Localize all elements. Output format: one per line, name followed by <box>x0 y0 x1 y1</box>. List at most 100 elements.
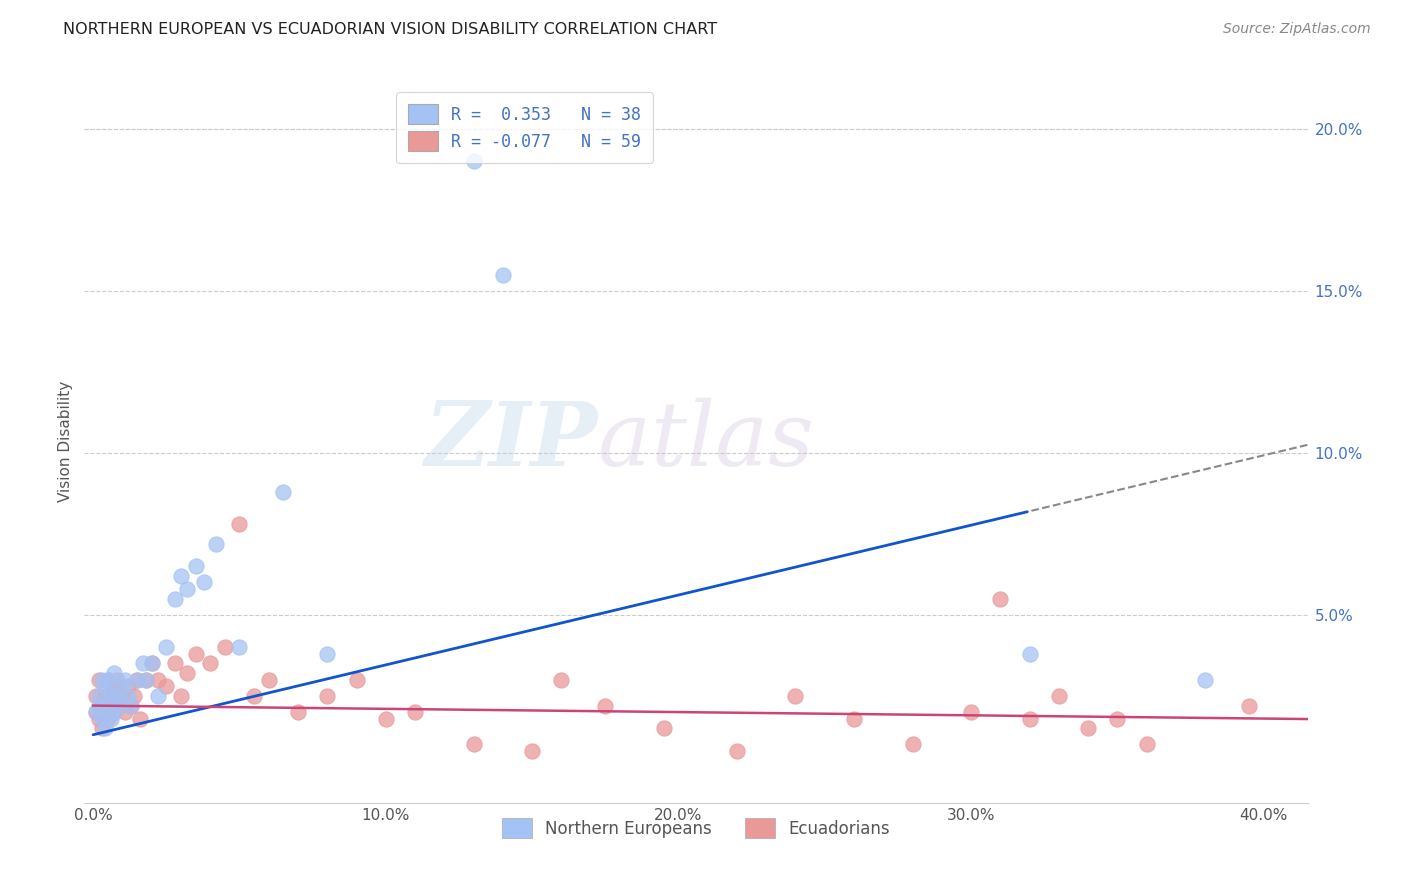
Point <box>103 666 125 681</box>
Point <box>165 657 187 671</box>
Point <box>87 673 110 687</box>
Point <box>146 689 169 703</box>
Point <box>125 673 148 687</box>
Point <box>374 712 396 726</box>
Point <box>550 673 572 687</box>
Point <box>94 721 117 735</box>
Point <box>170 689 193 703</box>
Point <box>1018 712 1040 726</box>
Point <box>111 689 134 703</box>
Point <box>105 673 128 687</box>
Point <box>842 712 865 726</box>
Point <box>103 705 125 719</box>
Point <box>84 705 107 719</box>
Point <box>960 705 983 719</box>
Point <box>404 705 426 719</box>
Point <box>111 679 134 693</box>
Point <box>90 698 112 713</box>
Point <box>463 154 485 169</box>
Point <box>141 657 163 671</box>
Point <box>316 689 339 703</box>
Point <box>90 673 112 687</box>
Point <box>94 689 117 703</box>
Point <box>170 569 193 583</box>
Point <box>243 689 266 703</box>
Point <box>165 591 187 606</box>
Point <box>90 712 112 726</box>
Point <box>120 698 142 713</box>
Point <box>198 657 221 671</box>
Point <box>108 698 131 713</box>
Point <box>463 738 485 752</box>
Point <box>155 640 177 655</box>
Point <box>988 591 1011 606</box>
Point <box>94 679 117 693</box>
Point <box>114 705 136 719</box>
Point <box>135 673 157 687</box>
Point <box>100 689 122 703</box>
Point <box>103 679 125 693</box>
Point <box>316 647 339 661</box>
Point <box>901 738 924 752</box>
Point <box>346 673 368 687</box>
Text: NORTHERN EUROPEAN VS ECUADORIAN VISION DISABILITY CORRELATION CHART: NORTHERN EUROPEAN VS ECUADORIAN VISION D… <box>63 22 717 37</box>
Point <box>725 744 748 758</box>
Point <box>492 268 515 282</box>
Point <box>87 712 110 726</box>
Point <box>228 640 250 655</box>
Point <box>87 698 110 713</box>
Text: atlas: atlas <box>598 398 814 485</box>
Point <box>520 744 543 758</box>
Text: Source: ZipAtlas.com: Source: ZipAtlas.com <box>1223 22 1371 37</box>
Point <box>193 575 215 590</box>
Point <box>120 698 142 713</box>
Point <box>90 721 112 735</box>
Point <box>214 640 236 655</box>
Point <box>176 582 198 596</box>
Point <box>87 689 110 703</box>
Point <box>184 559 207 574</box>
Point <box>132 657 155 671</box>
Point <box>785 689 807 703</box>
Point <box>1107 712 1129 726</box>
Point <box>105 689 128 703</box>
Legend: Northern Europeans, Ecuadorians: Northern Europeans, Ecuadorians <box>495 812 897 845</box>
Point <box>1077 721 1099 735</box>
Point <box>105 689 128 703</box>
Point <box>97 712 120 726</box>
Point <box>1194 673 1216 687</box>
Point <box>84 705 107 719</box>
Point <box>97 673 120 687</box>
Point <box>135 673 157 687</box>
Point <box>103 705 125 719</box>
Point <box>97 673 120 687</box>
Point <box>176 666 198 681</box>
Point <box>205 536 228 550</box>
Point <box>84 689 107 703</box>
Y-axis label: Vision Disability: Vision Disability <box>58 381 73 502</box>
Point <box>287 705 309 719</box>
Point <box>228 517 250 532</box>
Text: ZIP: ZIP <box>425 399 598 484</box>
Point <box>125 673 148 687</box>
Point <box>155 679 177 693</box>
Point <box>652 721 675 735</box>
Point <box>184 647 207 661</box>
Point <box>257 673 280 687</box>
Point <box>100 689 122 703</box>
Point <box>100 712 122 726</box>
Point <box>129 712 152 726</box>
Point <box>146 673 169 687</box>
Point <box>273 484 295 499</box>
Point <box>100 698 122 713</box>
Point <box>141 657 163 671</box>
Point <box>117 689 139 703</box>
Point <box>114 673 136 687</box>
Point <box>94 705 117 719</box>
Point <box>97 698 120 713</box>
Point <box>593 698 616 713</box>
Point <box>122 689 145 703</box>
Point <box>1018 647 1040 661</box>
Point <box>117 679 139 693</box>
Point <box>1136 738 1159 752</box>
